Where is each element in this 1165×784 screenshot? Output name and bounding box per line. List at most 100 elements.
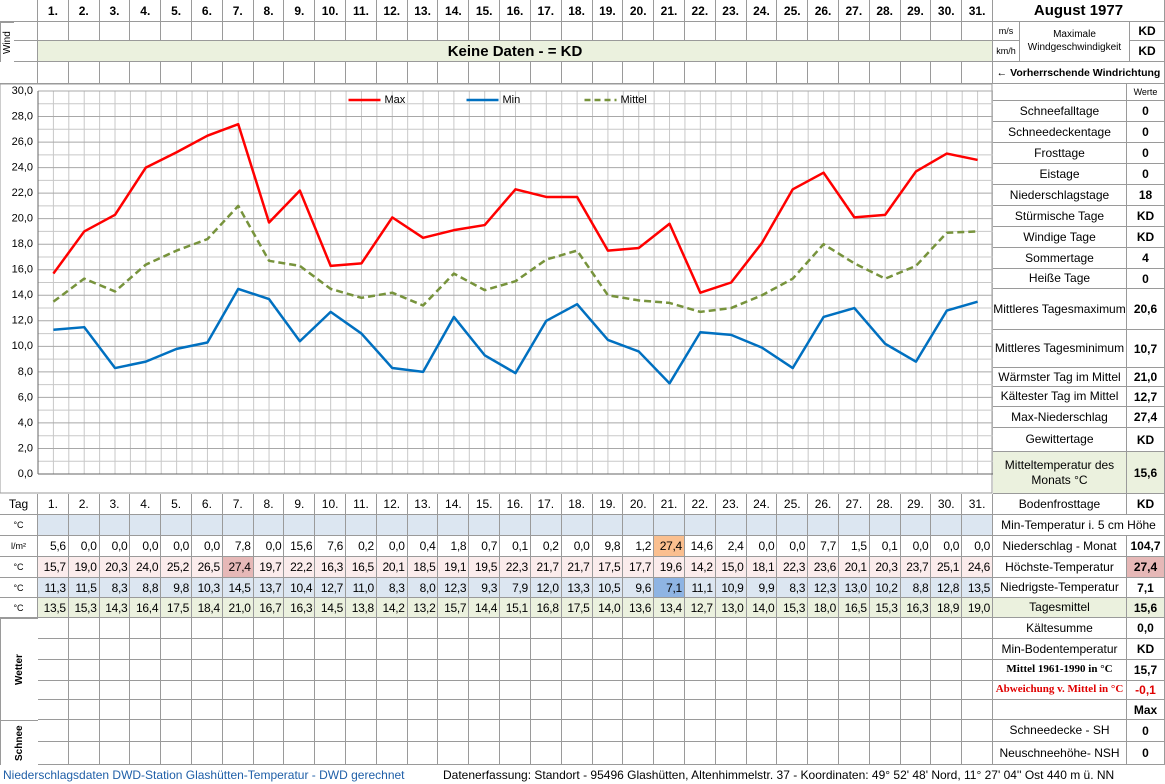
soil-temp-cell: [99, 515, 131, 536]
y-tick-label: 28,0: [12, 110, 33, 122]
corner-cell: [0, 0, 38, 22]
soil-temp-cell: [900, 515, 932, 536]
wind-cell: [777, 22, 809, 41]
blank-cell: [684, 62, 716, 84]
day-label: 17.: [530, 494, 562, 515]
wind-cell: [14, 41, 38, 62]
soil-temp-cell: [407, 515, 439, 536]
summary-value: 15,6: [1127, 452, 1165, 494]
soil-temp-cell: [808, 515, 839, 536]
mean-cell: 13,8: [346, 598, 377, 618]
weather-cell: [869, 639, 901, 660]
precipitation-cell: 0,0: [777, 536, 809, 557]
snow-cell: [931, 742, 963, 765]
weather-cell: [253, 660, 285, 681]
min-cell: 12,8: [931, 578, 963, 598]
weather-cell: [253, 700, 285, 720]
summary-value: 21,0: [1127, 368, 1165, 387]
snow-cell: [376, 742, 408, 765]
day-header: 24.: [746, 0, 778, 22]
day-header: 13.: [407, 0, 439, 22]
max-cell: 17,7: [623, 557, 655, 578]
summary-value: 0: [1127, 122, 1165, 143]
precipitation-cell: 0,0: [253, 536, 285, 557]
weather-cell: [654, 660, 685, 681]
day-label: 10.: [315, 494, 347, 515]
precipitation-cell: 0,0: [900, 536, 932, 557]
snow-cell: [500, 720, 531, 742]
y-tick-label: 26,0: [12, 136, 33, 148]
max-cell: 20,1: [838, 557, 870, 578]
weather-cell: [500, 660, 531, 681]
weather-cell: [777, 660, 809, 681]
weather-cell: [623, 681, 655, 700]
snow-cell: [438, 742, 470, 765]
summary-label: Wärmster Tag im Mittel: [993, 368, 1127, 387]
weather-cell: [284, 700, 316, 720]
wind-cell: [715, 22, 747, 41]
weather-cell: [777, 618, 809, 639]
max-cell: 19,5: [469, 557, 501, 578]
summary-label: Min-Temperatur i. 5 cm Höhe: [993, 515, 1165, 536]
weather-cell: [68, 660, 100, 681]
mean-cell: 14,2: [376, 598, 408, 618]
row-header: Tag: [0, 494, 38, 515]
precipitation-cell: 0,0: [561, 536, 593, 557]
mean-cell: 13,0: [715, 598, 747, 618]
weather-cell: [931, 700, 963, 720]
weather-cell: [715, 700, 747, 720]
summary-label: Frosttage: [993, 143, 1127, 164]
blank-cell: [623, 62, 655, 84]
weather-cell: [346, 639, 377, 660]
min-cell: 9,3: [469, 578, 501, 598]
max-cell: 15,7: [38, 557, 69, 578]
summary-label: Schneedeckentage: [993, 122, 1127, 143]
snow-cell: [838, 742, 870, 765]
soil-temp-cell: [530, 515, 562, 536]
snow-cell: [838, 720, 870, 742]
snow-cell: [654, 720, 685, 742]
day-header: 16.: [500, 0, 531, 22]
summary-value: Max: [1127, 700, 1165, 720]
soil-temp-cell: [315, 515, 347, 536]
wind-cell: [561, 22, 593, 41]
y-tick-label: 24,0: [12, 162, 33, 174]
weather-cell: [253, 639, 285, 660]
weather-cell: [746, 660, 778, 681]
summary-value: 27,4: [1127, 407, 1165, 428]
soil-temp-cell: [715, 515, 747, 536]
precipitation-cell: 0,0: [68, 536, 100, 557]
wind-cell: [869, 22, 901, 41]
snow-cell: [376, 720, 408, 742]
weather-cell: [130, 618, 162, 639]
max-cell: 20,1: [376, 557, 408, 578]
precipitation-cell: 0,2: [346, 536, 377, 557]
day-header: 8.: [253, 0, 285, 22]
weather-cell: [715, 618, 747, 639]
mean-cell: 16,3: [284, 598, 316, 618]
max-cell: 16,3: [315, 557, 347, 578]
snow-cell: [808, 720, 839, 742]
mean-cell: 16,7: [253, 598, 285, 618]
blank-cell: [530, 62, 562, 84]
y-tick-label: 16,0: [12, 264, 33, 276]
weather-cell: [900, 660, 932, 681]
day-label: 3.: [99, 494, 131, 515]
max-cell: 18,1: [746, 557, 778, 578]
weather-cell: [623, 618, 655, 639]
summary-value: 0: [1127, 101, 1165, 122]
day-label: 15.: [469, 494, 501, 515]
min-cell: 12,7: [315, 578, 347, 598]
weather-cell: [869, 660, 901, 681]
weather-cell: [684, 639, 716, 660]
summary-label: Kältester Tag im Mittel: [993, 387, 1127, 407]
wind-cell: [407, 22, 439, 41]
max-cell: 20,3: [99, 557, 131, 578]
mean-cell: 21,0: [222, 598, 254, 618]
mean-cell: 16,4: [130, 598, 162, 618]
weather-cell: [869, 618, 901, 639]
blank-cell: [561, 62, 593, 84]
day-header: 23.: [715, 0, 747, 22]
weather-cell: [684, 700, 716, 720]
weather-cell: [500, 700, 531, 720]
